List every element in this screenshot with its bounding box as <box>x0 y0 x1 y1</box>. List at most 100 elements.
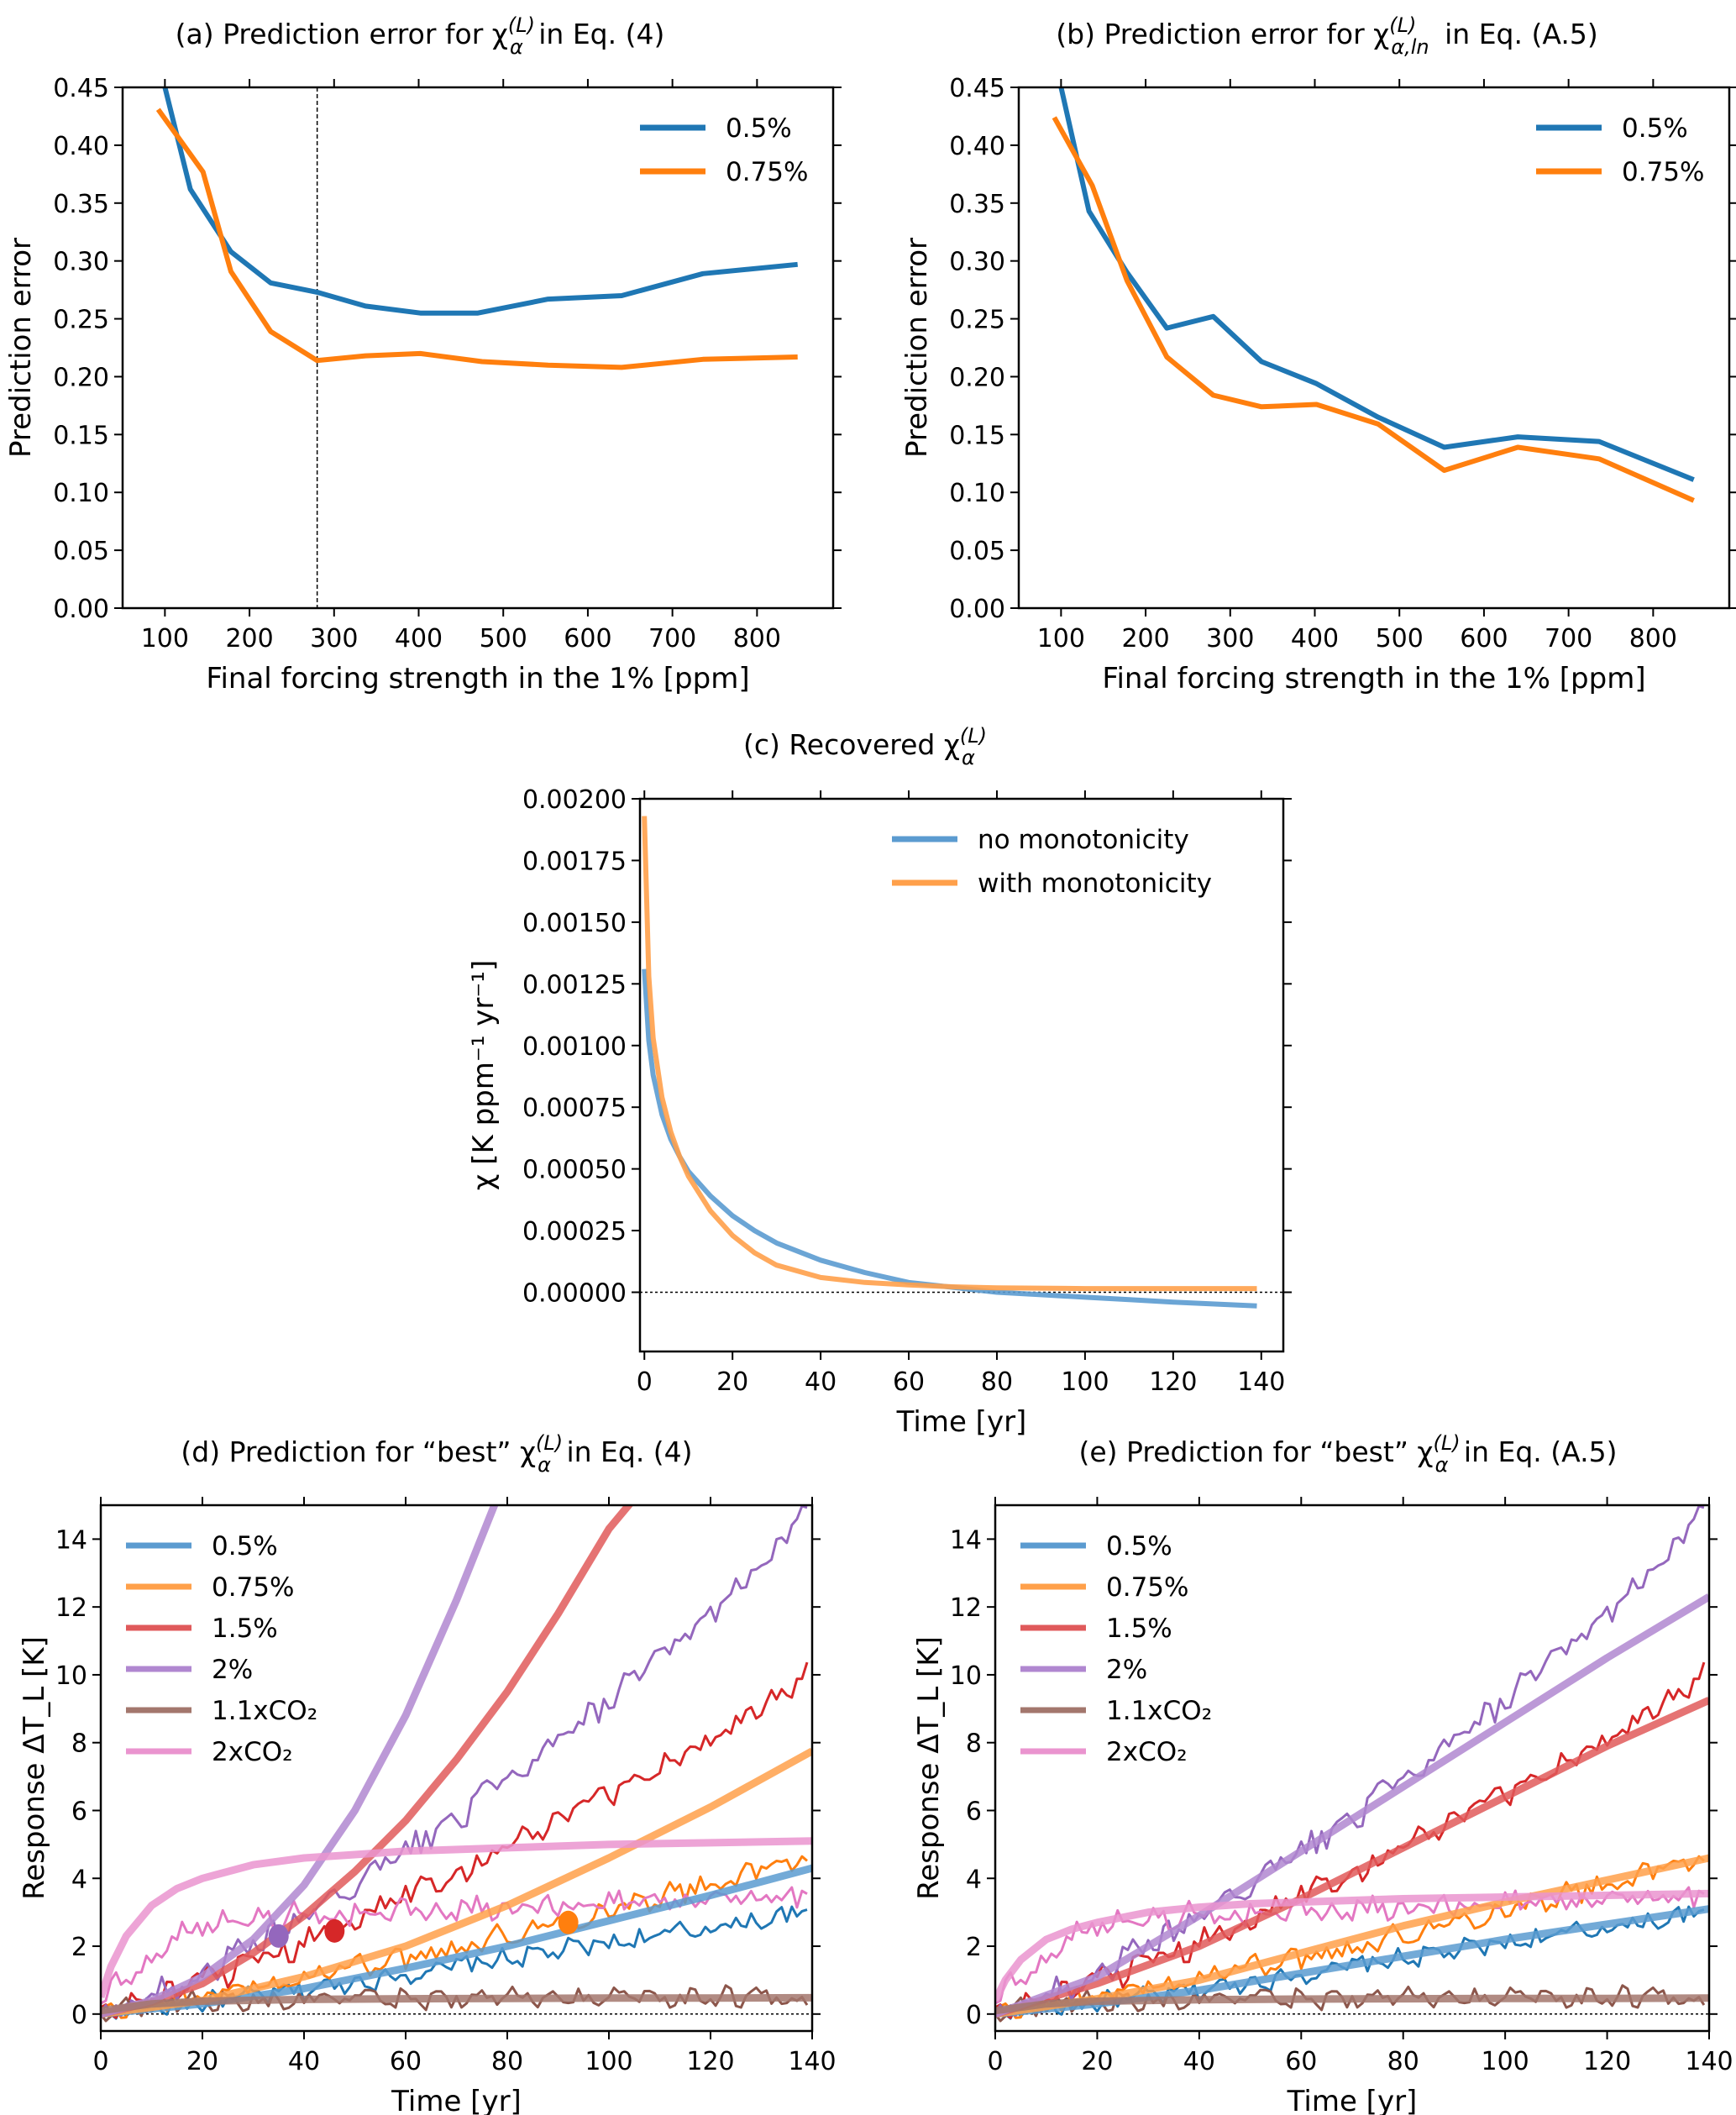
y-tick-label: 0.10 <box>949 479 1005 508</box>
prediction-line-075 <box>101 1747 812 2018</box>
title-suffix: in Eq. (A.5) <box>1455 1435 1617 1468</box>
title-subscript: α <box>510 35 523 59</box>
title-superscript: (L) <box>1433 1431 1460 1455</box>
legend-label: 0.5% <box>1622 113 1688 144</box>
x-tick-label: 40 <box>288 2047 320 2076</box>
chart-title: (e) Prediction for “best” χ(L) α in Eq. (… <box>1079 1431 1618 1477</box>
y-tick-label: 0.30 <box>53 248 109 277</box>
legend-label: 1.5% <box>1106 1614 1172 1644</box>
y-tick-label: 0.00000 <box>522 1279 627 1309</box>
x-axis-label: Final forcing strength in the 1% [ppm] <box>1102 662 1645 695</box>
x-tick-label: 60 <box>1285 2047 1317 2076</box>
prediction-line-2xCO2 <box>101 1837 812 1999</box>
y-tick-label: 0.35 <box>53 190 109 219</box>
y-tick-label: 4 <box>966 1865 982 1894</box>
y-axis-label: χ [K ppm⁻¹ yr⁻¹] <box>467 960 501 1190</box>
legend-label: 1.5% <box>212 1614 278 1644</box>
plot-area <box>1052 87 1695 503</box>
marker-point <box>558 1910 579 1934</box>
y-tick-label: 0.30 <box>949 248 1005 277</box>
y-tick-label: 14 <box>55 1525 87 1555</box>
x-tick-label: 80 <box>491 2047 523 2076</box>
x-tick-label: 60 <box>893 1367 925 1397</box>
legend: 0.5% 0.75% <box>640 113 808 187</box>
y-tick-label: 6 <box>71 1797 87 1826</box>
y-axis-label: Response ΔT_L [K] <box>912 1636 946 1900</box>
y-tick-label: 0 <box>71 2001 87 2030</box>
x-tick-label: 20 <box>716 1367 748 1397</box>
y-tick-label: 8 <box>71 1729 87 1759</box>
x-tick-label: 800 <box>733 624 781 653</box>
prediction-line-2 <box>995 1593 1709 2018</box>
x-tick-label: 300 <box>1206 624 1254 653</box>
series-line-05 <box>162 87 798 316</box>
title-suffix: in Eq. (4) <box>530 18 665 50</box>
x-axis-label: Time [yr] <box>896 1405 1027 1439</box>
legend-label: 0.75% <box>726 157 808 187</box>
y-tick-label: 0.00075 <box>522 1094 627 1123</box>
plot-area <box>101 1505 812 2023</box>
axes-frame <box>121 86 835 610</box>
title-prefix: (a) <box>176 18 223 50</box>
y-tick-label: 0.20 <box>53 363 109 392</box>
panel-a: (a) Prediction error for χ(L) α in Eq. (4… <box>4 13 842 695</box>
title-subscript: α,ln <box>1391 35 1429 59</box>
legend-label: 1.1xCO₂ <box>1106 1696 1212 1726</box>
title-main: Prediction error for χ <box>1104 18 1389 50</box>
title-superscript: (L) <box>960 724 987 748</box>
title-main: Recovered χ <box>789 728 960 761</box>
chart-title: (d) Prediction for “best” χ(L) α in Eq. (… <box>181 1431 692 1477</box>
legend: no monotonicity with monotonicity <box>892 825 1212 899</box>
y-tick-label: 10 <box>55 1661 87 1691</box>
x-tick-label: 500 <box>480 624 527 653</box>
legend-label: 1.1xCO₂ <box>212 1696 317 1726</box>
x-tick-label: 100 <box>1061 1367 1109 1397</box>
legend-label: 0.75% <box>212 1572 294 1603</box>
y-tick-label: 0.05 <box>53 537 109 566</box>
y-tick-label: 0.40 <box>949 132 1005 161</box>
x-axis-label: Final forcing strength in the 1% [ppm] <box>206 662 749 695</box>
panel-c: (c) Recovered χ(L) α 0 20 40 60 80 100 120 140 0.0… <box>467 724 1292 1439</box>
y-tick-label: 2 <box>71 1933 87 1962</box>
prediction-line-15 <box>101 1505 634 2018</box>
x-tick-label: 600 <box>564 624 611 653</box>
title-subscript: α <box>1435 1453 1449 1477</box>
x-tick-label: 200 <box>1121 624 1169 653</box>
y-tick-label: 0.20 <box>949 363 1005 392</box>
y-tick-label: 0.00 <box>53 595 109 624</box>
y-tick-label: 0 <box>966 2001 982 2030</box>
title-superscript: (L) <box>508 13 535 37</box>
legend-label: no monotonicity <box>978 825 1189 855</box>
axes-frame <box>638 797 1285 1353</box>
legend-label: 0.5% <box>726 113 792 144</box>
x-tick-label: 100 <box>141 624 189 653</box>
series-line-075 <box>1052 116 1695 503</box>
legend-label: 0.5% <box>1106 1531 1172 1561</box>
series-line-nomonotonicity <box>642 968 1257 1309</box>
y-tick-label: 0.05 <box>949 537 1005 566</box>
y-tick-label: 0.15 <box>949 421 1005 450</box>
y-tick-label: 0.00200 <box>522 785 627 815</box>
x-tick-label: 0 <box>987 2047 1003 2076</box>
legend: 0.5% 0.75% 1.5% 2% 1.1xCO₂ 2xCO₂ <box>126 1531 317 1767</box>
x-tick-label: 120 <box>686 2047 734 2076</box>
title-suffix: in Eq. (4) <box>558 1435 693 1468</box>
series-line-withmonotonicity <box>642 816 1257 1292</box>
x-tick-label: 700 <box>648 624 696 653</box>
title-superscript: (L) <box>536 1431 563 1455</box>
prediction-line-11xCO2 <box>995 1994 1709 2015</box>
x-tick-label: 400 <box>1291 624 1339 653</box>
chart-title: (a) Prediction error for χ(L) α in Eq. (4… <box>176 13 665 59</box>
title-superscript: (L) <box>1389 13 1416 37</box>
title-main: Prediction error for χ <box>223 18 508 50</box>
y-tick-label: 0.00 <box>949 595 1005 624</box>
x-tick-label: 100 <box>1482 2047 1529 2076</box>
chart-title: (c) Recovered χ(L) α <box>743 724 987 769</box>
x-tick-label: 140 <box>1685 2047 1733 2076</box>
y-axis-label: Prediction error <box>4 238 38 458</box>
y-tick-label: 0.45 <box>53 74 109 103</box>
x-tick-label: 100 <box>1037 624 1085 653</box>
series-line-075 <box>155 108 798 370</box>
prediction-line-11xCO2 <box>101 1993 812 2015</box>
x-axis-label: Time [yr] <box>391 2085 522 2115</box>
